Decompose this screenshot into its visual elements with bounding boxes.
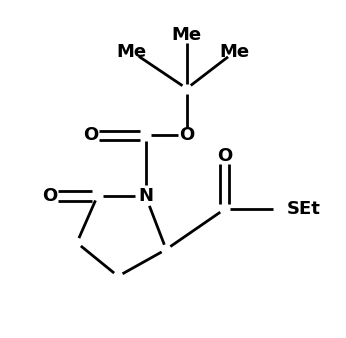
Text: O: O	[217, 147, 232, 165]
Text: Me: Me	[220, 43, 250, 61]
Text: Me: Me	[117, 43, 147, 61]
Text: Me: Me	[172, 26, 202, 44]
Text: O: O	[179, 126, 194, 144]
Text: O: O	[42, 187, 57, 205]
Text: SEt: SEt	[286, 200, 320, 218]
Text: N: N	[138, 187, 153, 205]
Text: O: O	[83, 126, 98, 144]
